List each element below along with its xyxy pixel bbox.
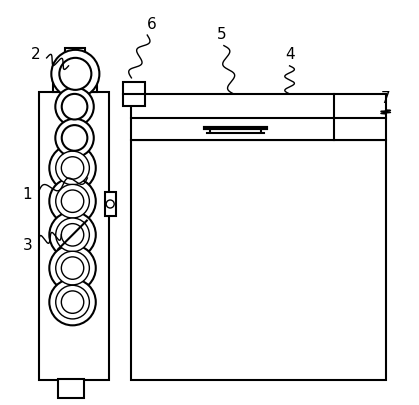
Circle shape	[106, 200, 114, 209]
Circle shape	[55, 88, 94, 127]
Circle shape	[56, 286, 89, 319]
Text: 2: 2	[31, 47, 40, 62]
Bar	[124, 83, 145, 107]
Circle shape	[56, 185, 89, 218]
Circle shape	[49, 179, 96, 225]
Circle shape	[49, 245, 96, 292]
Text: 5: 5	[217, 27, 226, 42]
Circle shape	[59, 59, 91, 91]
Circle shape	[49, 212, 96, 258]
Circle shape	[51, 51, 99, 99]
Circle shape	[61, 257, 84, 279]
Circle shape	[61, 224, 84, 246]
Circle shape	[56, 152, 89, 185]
Circle shape	[61, 291, 84, 313]
Circle shape	[55, 119, 94, 158]
Bar	[132, 95, 386, 141]
Text: 4: 4	[285, 47, 295, 62]
Bar	[58, 379, 84, 398]
Bar	[132, 141, 386, 380]
Circle shape	[62, 95, 88, 120]
Text: 1: 1	[23, 187, 32, 202]
Text: 6: 6	[147, 17, 156, 32]
Bar	[105, 192, 116, 217]
Bar	[65, 49, 85, 67]
Text: 3: 3	[23, 237, 32, 252]
Text: 7: 7	[381, 91, 391, 106]
Circle shape	[61, 190, 84, 213]
Bar	[39, 93, 109, 380]
Circle shape	[56, 252, 89, 285]
Circle shape	[49, 279, 96, 326]
Circle shape	[62, 126, 88, 151]
Circle shape	[56, 218, 89, 252]
Bar	[52, 67, 96, 93]
Circle shape	[61, 158, 84, 180]
Circle shape	[49, 145, 96, 192]
